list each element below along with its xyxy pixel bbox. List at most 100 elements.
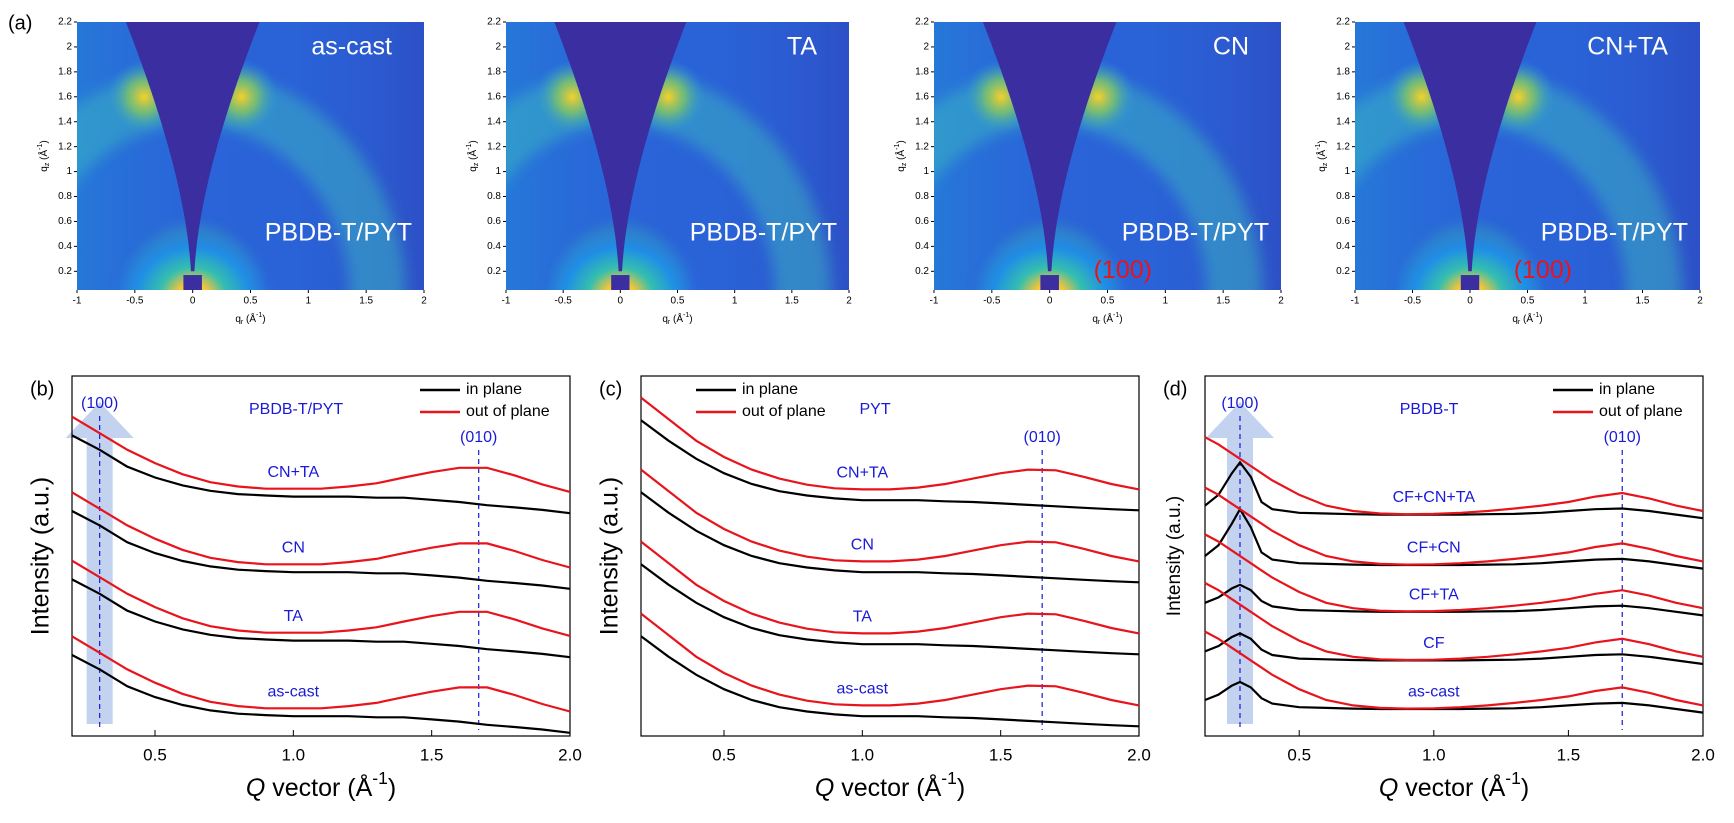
y-tick-label: 2: [66, 42, 72, 53]
label-part: Q: [246, 774, 265, 802]
label-part: q: [468, 166, 479, 172]
panel-label: (a): [8, 12, 32, 34]
x-tick-label: -0.5: [126, 296, 144, 307]
peak-annotation: (100): [1514, 256, 1572, 284]
y-tick-label: 1.4: [487, 116, 501, 127]
group-label: as-cast: [837, 681, 889, 698]
group-label: CF+CN: [1407, 539, 1461, 556]
label-part: ): [1539, 314, 1542, 325]
label-part: ): [896, 140, 907, 143]
axis-label: Q vector (Å-1): [815, 768, 965, 802]
axis-label: qr (Å-1): [1092, 312, 1122, 327]
material-label: PBDB-T/PYT: [690, 219, 837, 247]
y-tick-label: 1.4: [915, 116, 929, 127]
x-tick-label: 2: [1278, 296, 1284, 307]
x-tick-label: 1.5: [1557, 745, 1581, 764]
y-tick-label: 0.8: [58, 191, 72, 202]
label-part: r: [1098, 319, 1101, 326]
label-part: (Å: [243, 312, 256, 325]
peak-label: (010): [1023, 429, 1060, 446]
material-label: PBDB-T/PYT: [1122, 219, 1269, 247]
y-tick-label: 1.6: [915, 91, 929, 102]
curve: [71, 510, 571, 590]
plot-frame: [71, 375, 571, 737]
y-tick-label: 0.6: [487, 216, 501, 227]
axis-label: Q vector (Å-1): [1379, 768, 1529, 802]
legend-label: in plane: [1599, 381, 1655, 398]
group-label: CF: [1423, 635, 1445, 652]
curve: [640, 396, 1140, 491]
material-label: PBDB-T: [1400, 401, 1459, 418]
curve: [1204, 630, 1704, 710]
y-tick-label: 2: [923, 42, 929, 53]
beam-stop: [183, 275, 202, 290]
material-label: PBDB-T/PYT: [1541, 219, 1688, 247]
y-tick-label: 0.6: [58, 216, 72, 227]
condition-label: TA: [787, 33, 817, 61]
y-axis-label: Intensity (a.u.): [596, 477, 624, 635]
group-label: CF+CN+TA: [1393, 489, 1476, 506]
y-tick-label: 1.8: [487, 67, 501, 78]
y-tick-label: 1.8: [58, 67, 72, 78]
detector-gap: [125, 22, 260, 272]
scattering-map: [77, 22, 424, 290]
label-part: r: [1518, 319, 1521, 326]
curve: [71, 654, 571, 734]
label-part: r: [668, 319, 671, 326]
label-part: q: [39, 166, 50, 172]
y-tick-label: 0.4: [487, 241, 501, 252]
curve: [71, 415, 571, 493]
label-part: q: [896, 166, 907, 172]
label-part: z: [1322, 162, 1329, 166]
detector-gap: [982, 22, 1117, 272]
label-part: vector (Å: [834, 772, 941, 802]
x-tick-label: 1.5: [785, 296, 799, 307]
x-tick-label: -1: [502, 296, 511, 307]
y-axis-label: Intensity (a.u.): [27, 477, 55, 635]
x-tick-label: 0: [1047, 296, 1053, 307]
label-part: -1: [1505, 768, 1521, 788]
label-part: ): [689, 314, 692, 325]
axis-label: qz (Å-1): [894, 140, 909, 171]
y-axis-label: Intensity (a.u.): [1164, 496, 1185, 616]
x-tick-label: 0: [618, 296, 624, 307]
x-tick-label: 1: [1163, 296, 1169, 307]
label-part: (Å: [894, 150, 907, 163]
y-tick-label: 0.4: [58, 241, 72, 252]
peak-label: (010): [1604, 429, 1641, 446]
x-tick-label: 0.5: [671, 296, 685, 307]
group-label: CN+TA: [267, 464, 319, 481]
label-part: ): [957, 774, 965, 802]
axis-label: qz (Å-1): [1315, 140, 1330, 171]
x-tick-label: 1: [1582, 296, 1588, 307]
y-tick-label: 2.2: [487, 17, 501, 28]
x-tick-label: 0.5: [244, 296, 258, 307]
beam-stop: [1040, 275, 1059, 290]
x-tick-label: -1: [73, 296, 82, 307]
beam-stop: [1460, 275, 1480, 290]
x-tick-label: 1.5: [989, 745, 1013, 764]
label-part: q: [662, 314, 668, 325]
label-part: ): [388, 774, 396, 802]
label-part: -1: [1533, 312, 1539, 319]
x-tick-label: 1.0: [851, 745, 875, 764]
x-tick-label: 1.5: [359, 296, 373, 307]
label-part: ): [262, 314, 265, 325]
x-tick-label: 2: [1697, 296, 1703, 307]
plot-frame: [640, 375, 1140, 737]
y-tick-label: 1: [1344, 166, 1350, 177]
x-tick-label: -0.5: [555, 296, 573, 307]
label-part: -1: [372, 768, 388, 788]
y-tick-label: 1.2: [487, 141, 501, 152]
material-label: PYT: [859, 401, 890, 418]
x-tick-label: 0.5: [1521, 296, 1535, 307]
x-tick-label: 1.0: [282, 745, 306, 764]
label-part: Q: [1379, 774, 1398, 802]
condition-label: as-cast: [311, 33, 392, 61]
legend-label: out of plane: [466, 403, 550, 420]
x-tick-label: -0.5: [983, 296, 1001, 307]
legend-label: out of plane: [1599, 403, 1683, 420]
label-part: -1: [256, 312, 262, 319]
x-tick-label: 1: [306, 296, 312, 307]
